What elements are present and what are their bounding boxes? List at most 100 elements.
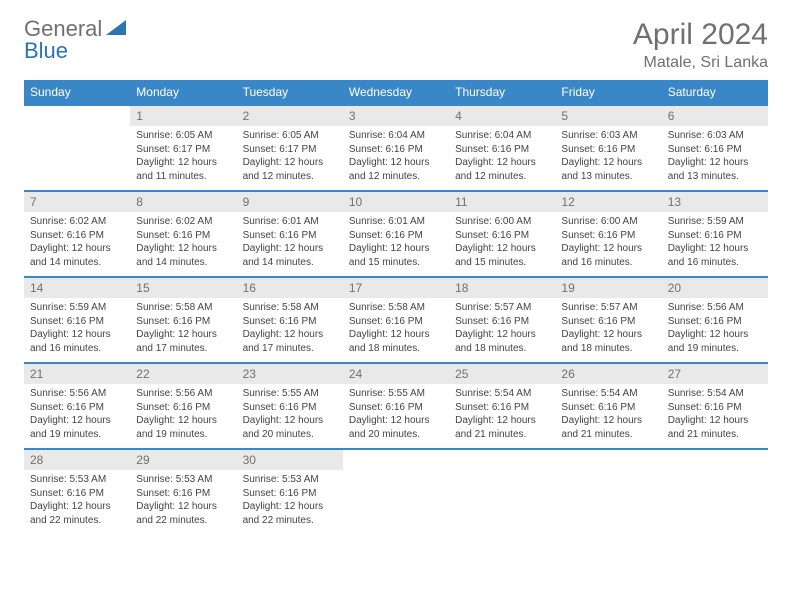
calendar-day-cell: 27Sunrise: 5:54 AMSunset: 6:16 PMDayligh… (662, 363, 768, 449)
daylight-text: Daylight: 12 hours and 14 minutes. (243, 242, 337, 269)
day-number: 23 (237, 364, 343, 384)
day-number: 29 (130, 450, 236, 470)
calendar-day-cell: 26Sunrise: 5:54 AMSunset: 6:16 PMDayligh… (555, 363, 661, 449)
sunrise-text: Sunrise: 6:02 AM (136, 215, 230, 229)
sunset-text: Sunset: 6:16 PM (561, 315, 655, 329)
calendar-day-cell (449, 449, 555, 535)
calendar-day-cell: 3Sunrise: 6:04 AMSunset: 6:16 PMDaylight… (343, 105, 449, 191)
daylight-text: Daylight: 12 hours and 21 minutes. (561, 414, 655, 441)
daylight-text: Daylight: 12 hours and 21 minutes. (455, 414, 549, 441)
day-number: 1 (130, 106, 236, 126)
calendar-day-cell: 7Sunrise: 6:02 AMSunset: 6:16 PMDaylight… (24, 191, 130, 277)
day-data: Sunrise: 6:04 AMSunset: 6:16 PMDaylight:… (449, 126, 555, 187)
calendar-day-cell (24, 105, 130, 191)
sunrise-text: Sunrise: 5:54 AM (455, 387, 549, 401)
calendar-day-cell: 18Sunrise: 5:57 AMSunset: 6:16 PMDayligh… (449, 277, 555, 363)
calendar-day-cell (555, 449, 661, 535)
sunset-text: Sunset: 6:16 PM (243, 401, 337, 415)
daylight-text: Daylight: 12 hours and 18 minutes. (455, 328, 549, 355)
daylight-text: Daylight: 12 hours and 16 minutes. (561, 242, 655, 269)
day-data: Sunrise: 6:01 AMSunset: 6:16 PMDaylight:… (237, 212, 343, 273)
brand-logo: GeneralBlue (24, 18, 134, 62)
sunset-text: Sunset: 6:16 PM (30, 229, 124, 243)
day-number: 26 (555, 364, 661, 384)
calendar-table: SundayMondayTuesdayWednesdayThursdayFrid… (24, 80, 768, 535)
calendar-day-cell: 19Sunrise: 5:57 AMSunset: 6:16 PMDayligh… (555, 277, 661, 363)
day-number: 20 (662, 278, 768, 298)
day-header: Thursday (449, 80, 555, 105)
sunset-text: Sunset: 6:16 PM (668, 401, 762, 415)
calendar-day-cell: 29Sunrise: 5:53 AMSunset: 6:16 PMDayligh… (130, 449, 236, 535)
day-data: Sunrise: 5:54 AMSunset: 6:16 PMDaylight:… (662, 384, 768, 445)
sunset-text: Sunset: 6:17 PM (136, 143, 230, 157)
sunrise-text: Sunrise: 5:59 AM (668, 215, 762, 229)
calendar-day-cell: 9Sunrise: 6:01 AMSunset: 6:16 PMDaylight… (237, 191, 343, 277)
calendar-day-cell: 17Sunrise: 5:58 AMSunset: 6:16 PMDayligh… (343, 277, 449, 363)
sunrise-text: Sunrise: 6:02 AM (30, 215, 124, 229)
sunset-text: Sunset: 6:16 PM (561, 229, 655, 243)
calendar-day-cell: 21Sunrise: 5:56 AMSunset: 6:16 PMDayligh… (24, 363, 130, 449)
calendar-day-cell: 4Sunrise: 6:04 AMSunset: 6:16 PMDaylight… (449, 105, 555, 191)
sunrise-text: Sunrise: 5:55 AM (349, 387, 443, 401)
day-number: 4 (449, 106, 555, 126)
day-header-row: SundayMondayTuesdayWednesdayThursdayFrid… (24, 80, 768, 105)
calendar-body: 1Sunrise: 6:05 AMSunset: 6:17 PMDaylight… (24, 105, 768, 535)
day-number: 13 (662, 192, 768, 212)
daylight-text: Daylight: 12 hours and 20 minutes. (243, 414, 337, 441)
calendar-day-cell: 2Sunrise: 6:05 AMSunset: 6:17 PMDaylight… (237, 105, 343, 191)
daylight-text: Daylight: 12 hours and 14 minutes. (30, 242, 124, 269)
sunrise-text: Sunrise: 5:56 AM (668, 301, 762, 315)
day-number: 14 (24, 278, 130, 298)
calendar-day-cell: 10Sunrise: 6:01 AMSunset: 6:16 PMDayligh… (343, 191, 449, 277)
day-number: 11 (449, 192, 555, 212)
day-number: 25 (449, 364, 555, 384)
calendar-day-cell: 13Sunrise: 5:59 AMSunset: 6:16 PMDayligh… (662, 191, 768, 277)
sunrise-text: Sunrise: 6:04 AM (455, 129, 549, 143)
sunrise-text: Sunrise: 5:55 AM (243, 387, 337, 401)
daylight-text: Daylight: 12 hours and 21 minutes. (668, 414, 762, 441)
calendar-day-cell: 14Sunrise: 5:59 AMSunset: 6:16 PMDayligh… (24, 277, 130, 363)
day-data: Sunrise: 6:05 AMSunset: 6:17 PMDaylight:… (130, 126, 236, 187)
calendar-day-cell: 20Sunrise: 5:56 AMSunset: 6:16 PMDayligh… (662, 277, 768, 363)
sunrise-text: Sunrise: 5:53 AM (30, 473, 124, 487)
sunset-text: Sunset: 6:16 PM (349, 315, 443, 329)
sunset-text: Sunset: 6:16 PM (668, 315, 762, 329)
calendar-day-cell: 5Sunrise: 6:03 AMSunset: 6:16 PMDaylight… (555, 105, 661, 191)
daylight-text: Daylight: 12 hours and 16 minutes. (30, 328, 124, 355)
sunrise-text: Sunrise: 5:53 AM (136, 473, 230, 487)
sunrise-text: Sunrise: 5:53 AM (243, 473, 337, 487)
day-data: Sunrise: 5:57 AMSunset: 6:16 PMDaylight:… (449, 298, 555, 359)
day-data: Sunrise: 5:53 AMSunset: 6:16 PMDaylight:… (24, 470, 130, 531)
day-data: Sunrise: 5:59 AMSunset: 6:16 PMDaylight:… (662, 212, 768, 273)
day-data: Sunrise: 5:54 AMSunset: 6:16 PMDaylight:… (449, 384, 555, 445)
day-number: 12 (555, 192, 661, 212)
calendar-day-cell: 16Sunrise: 5:58 AMSunset: 6:16 PMDayligh… (237, 277, 343, 363)
day-data: Sunrise: 5:56 AMSunset: 6:16 PMDaylight:… (130, 384, 236, 445)
sunrise-text: Sunrise: 6:01 AM (243, 215, 337, 229)
sunrise-text: Sunrise: 6:00 AM (455, 215, 549, 229)
sunset-text: Sunset: 6:16 PM (561, 401, 655, 415)
sunrise-text: Sunrise: 6:05 AM (136, 129, 230, 143)
day-number: 30 (237, 450, 343, 470)
calendar-day-cell (662, 449, 768, 535)
day-number: 19 (555, 278, 661, 298)
calendar-week-row: 28Sunrise: 5:53 AMSunset: 6:16 PMDayligh… (24, 449, 768, 535)
daylight-text: Daylight: 12 hours and 18 minutes. (349, 328, 443, 355)
sunrise-text: Sunrise: 5:57 AM (561, 301, 655, 315)
page-header: GeneralBlue April 2024 Matale, Sri Lanka (24, 18, 768, 72)
day-data: Sunrise: 6:00 AMSunset: 6:16 PMDaylight:… (449, 212, 555, 273)
calendar-week-row: 21Sunrise: 5:56 AMSunset: 6:16 PMDayligh… (24, 363, 768, 449)
calendar-week-row: 14Sunrise: 5:59 AMSunset: 6:16 PMDayligh… (24, 277, 768, 363)
day-data: Sunrise: 6:05 AMSunset: 6:17 PMDaylight:… (237, 126, 343, 187)
day-number: 22 (130, 364, 236, 384)
calendar-week-row: 7Sunrise: 6:02 AMSunset: 6:16 PMDaylight… (24, 191, 768, 277)
day-data: Sunrise: 5:54 AMSunset: 6:16 PMDaylight:… (555, 384, 661, 445)
sunset-text: Sunset: 6:16 PM (349, 401, 443, 415)
day-data: Sunrise: 6:01 AMSunset: 6:16 PMDaylight:… (343, 212, 449, 273)
day-number: 3 (343, 106, 449, 126)
calendar-day-cell: 8Sunrise: 6:02 AMSunset: 6:16 PMDaylight… (130, 191, 236, 277)
day-number: 9 (237, 192, 343, 212)
sunrise-text: Sunrise: 5:58 AM (349, 301, 443, 315)
day-data: Sunrise: 6:00 AMSunset: 6:16 PMDaylight:… (555, 212, 661, 273)
calendar-day-cell: 28Sunrise: 5:53 AMSunset: 6:16 PMDayligh… (24, 449, 130, 535)
